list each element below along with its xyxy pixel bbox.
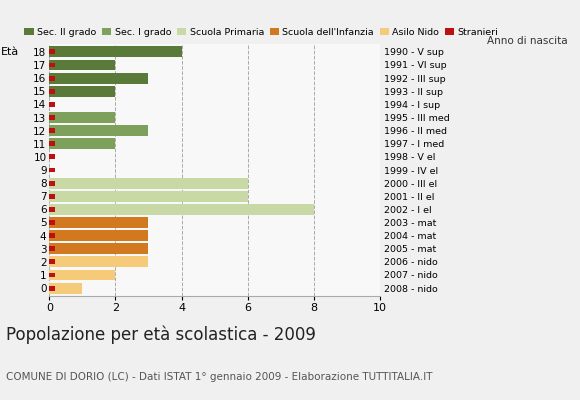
Bar <box>49 102 55 107</box>
Bar <box>49 138 115 149</box>
Bar <box>49 230 148 241</box>
Bar <box>49 128 55 133</box>
Bar <box>49 89 55 94</box>
Bar <box>49 191 248 202</box>
Bar <box>49 233 55 238</box>
Bar <box>49 207 55 212</box>
Bar <box>49 112 115 123</box>
Bar <box>49 86 115 97</box>
Bar <box>49 286 55 290</box>
Bar <box>49 260 55 264</box>
Bar <box>49 125 148 136</box>
Bar <box>49 217 148 228</box>
Bar <box>49 220 55 225</box>
Y-axis label: Età: Età <box>1 46 20 56</box>
Bar <box>49 62 55 68</box>
Bar <box>49 204 314 215</box>
Bar <box>49 270 115 280</box>
Bar <box>49 243 148 254</box>
Bar <box>49 154 55 159</box>
Bar <box>49 181 55 186</box>
Bar <box>49 194 55 199</box>
Bar <box>49 76 55 80</box>
Bar <box>49 168 55 172</box>
Text: Popolazione per età scolastica - 2009: Popolazione per età scolastica - 2009 <box>6 326 316 344</box>
Bar <box>49 256 148 267</box>
Bar <box>49 272 55 278</box>
Bar <box>49 178 248 188</box>
Text: Anno di nascita: Anno di nascita <box>487 36 567 46</box>
Text: COMUNE DI DORIO (LC) - Dati ISTAT 1° gennaio 2009 - Elaborazione TUTTITALIA.IT: COMUNE DI DORIO (LC) - Dati ISTAT 1° gen… <box>6 372 432 382</box>
Bar <box>49 246 55 251</box>
Bar <box>49 60 115 70</box>
Bar <box>49 50 55 54</box>
Bar <box>49 283 82 294</box>
Bar <box>49 46 182 57</box>
Legend: Sec. II grado, Sec. I grado, Scuola Primaria, Scuola dell'Infanzia, Asilo Nido, : Sec. II grado, Sec. I grado, Scuola Prim… <box>24 28 498 37</box>
Bar <box>49 115 55 120</box>
Bar <box>49 141 55 146</box>
Bar <box>49 73 148 84</box>
